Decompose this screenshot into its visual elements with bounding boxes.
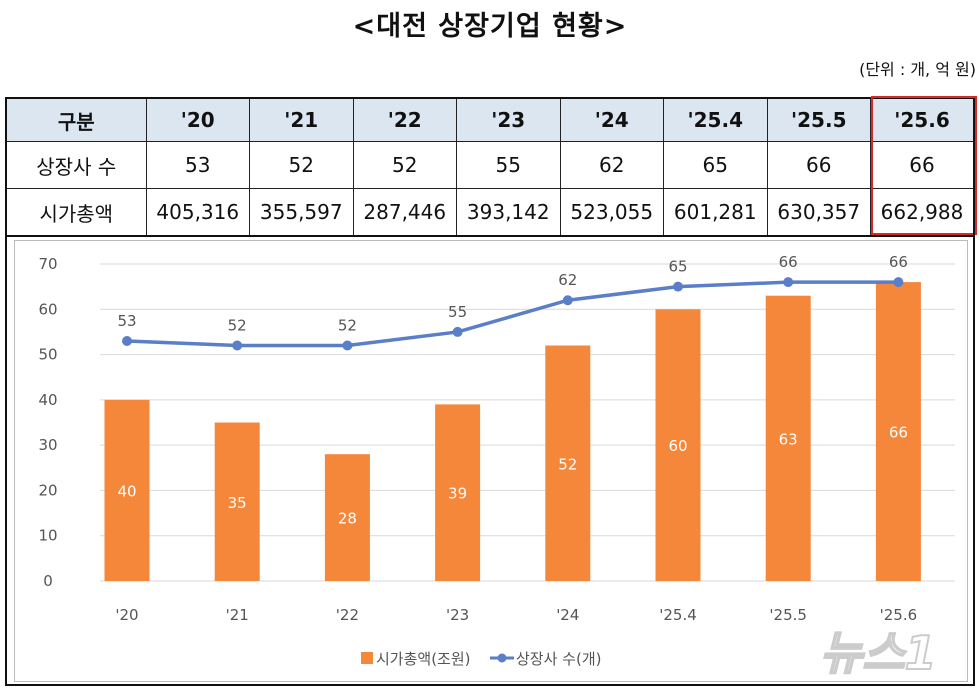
bar-data-label: 60	[668, 437, 687, 455]
table-cell: 601,281	[663, 188, 768, 237]
line-data-label: 52	[228, 317, 247, 335]
legend-line-marker	[497, 653, 507, 663]
x-tick-label: '25.5	[769, 606, 807, 624]
y-tick-label: 0	[43, 572, 53, 590]
x-tick-label: '25.4	[659, 606, 697, 624]
page-title: <대전 상장기업 현황>	[352, 11, 628, 42]
line-point	[232, 340, 243, 351]
table-row: 시가총액 405,316 355,597 287,446 393,142 523…	[5, 188, 975, 237]
table-header: '23	[456, 97, 561, 142]
table-row: 상장사 수 53 52 52 55 62 65 66 66	[5, 141, 975, 189]
bar	[545, 345, 591, 581]
line-data-label: 55	[448, 303, 467, 321]
table-header: 구분	[5, 97, 147, 142]
table-cell: 662,988	[870, 188, 975, 237]
x-tick-label: '25.6	[880, 606, 918, 624]
bar-data-label: 52	[558, 455, 577, 473]
y-tick-label: 10	[38, 527, 57, 545]
legend-bar-label: 시가총액(조원)	[376, 650, 471, 668]
table-cell: 55	[456, 141, 561, 189]
x-tick-label: '21	[226, 606, 249, 624]
table-cell: 405,316	[145, 188, 250, 237]
bar-data-label: 40	[117, 482, 136, 500]
line-data-label: 62	[558, 271, 577, 289]
y-tick-label: 70	[38, 255, 57, 273]
line-point	[893, 277, 904, 288]
table-cell: 66	[870, 141, 975, 189]
x-tick-label: '23	[446, 606, 469, 624]
line-point	[122, 335, 132, 346]
y-tick-label: 60	[38, 300, 57, 318]
line-point	[562, 295, 573, 306]
line-data-label: 66	[889, 253, 908, 271]
bar	[765, 295, 811, 581]
chart-area	[14, 240, 968, 682]
line-data-label: 53	[117, 312, 136, 330]
y-tick-label: 20	[38, 481, 57, 499]
table-cell: 62	[559, 141, 664, 189]
table-header: '25.4	[663, 97, 768, 142]
x-tick-label: '20	[115, 606, 138, 624]
line-series	[126, 280, 899, 348]
table-header: '25.6	[870, 97, 975, 142]
table-cell: 52	[352, 141, 457, 189]
bar-data-label: 28	[338, 510, 357, 528]
line-point	[673, 281, 683, 292]
table-header-row: 구분 '20 '21 '22 '23 '24 '25.4 '25.5 '25.6	[5, 97, 975, 142]
legend-line-label: 상장사 수(개)	[516, 650, 601, 668]
table-cell: 393,142	[456, 188, 561, 237]
table-cell: 523,055	[559, 188, 664, 237]
table-cell: 66	[766, 141, 871, 189]
legend-bar-swatch	[361, 652, 373, 664]
bar-data-label: 39	[448, 485, 467, 503]
data-table: 구분 '20 '21 '22 '23 '24 '25.4 '25.5 '25.6…	[5, 97, 975, 237]
watermark-logo: 뉴스1	[819, 626, 938, 680]
row-label: 상장사 수	[5, 141, 147, 189]
line-point	[452, 326, 463, 337]
row-label: 시가총액	[5, 188, 147, 237]
line-data-label: 52	[338, 317, 357, 335]
line-data-label: 65	[668, 258, 687, 276]
line-point	[342, 340, 353, 351]
bar	[324, 454, 370, 581]
table-cell: 53	[145, 141, 250, 189]
table-cell: 355,597	[249, 188, 354, 237]
bar	[875, 282, 921, 581]
x-tick-label: '22	[336, 606, 359, 624]
chart-frame	[5, 233, 975, 686]
line-data-label: 66	[779, 253, 798, 271]
bar	[104, 399, 150, 581]
bar	[214, 422, 260, 581]
table-header: '24	[559, 97, 664, 142]
table-cell: 52	[249, 141, 354, 189]
bar	[435, 404, 481, 581]
bar	[655, 309, 701, 581]
y-tick-label: 30	[38, 436, 57, 454]
table-header: '25.5	[766, 97, 871, 142]
table-cell: 287,446	[352, 188, 457, 237]
table-header: '20	[145, 97, 250, 142]
bar-data-label: 63	[779, 430, 798, 448]
bar-data-label: 35	[228, 494, 247, 512]
y-tick-label: 50	[38, 346, 57, 364]
y-tick-label: 40	[38, 391, 57, 409]
unit-note: (단위 : 개, 억 원)	[859, 60, 976, 79]
bar-data-label: 66	[889, 424, 908, 442]
x-tick-label: '24	[556, 606, 579, 624]
line-point	[783, 277, 794, 288]
